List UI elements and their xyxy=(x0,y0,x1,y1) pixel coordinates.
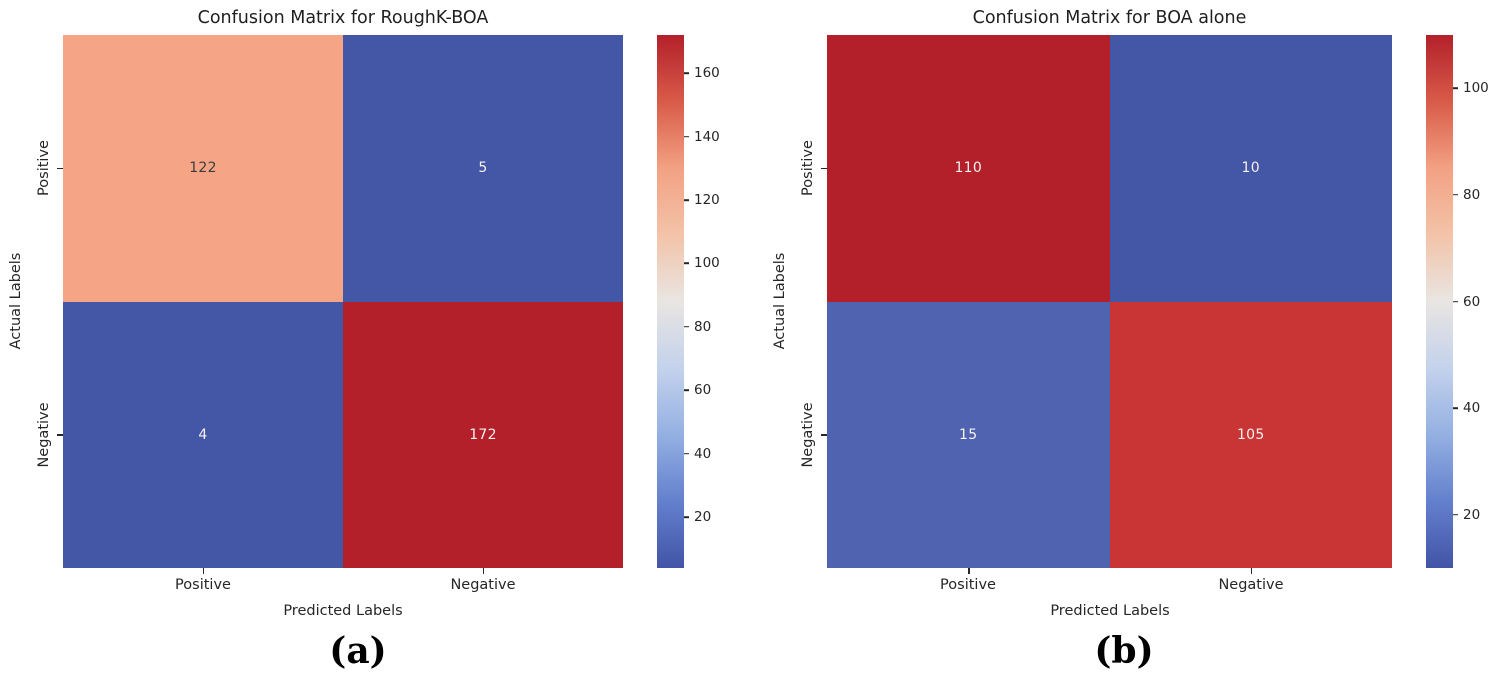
cell-value: 10 xyxy=(1241,160,1260,177)
colorbar-tick-label: 40 xyxy=(694,445,712,462)
cell-value: 172 xyxy=(469,426,497,443)
colorbar-tick-mark xyxy=(1453,87,1458,90)
x-axis-label: Predicted Labels xyxy=(1050,603,1170,619)
cell-value: 105 xyxy=(1236,426,1265,443)
x-ticklabel-negative: Negative xyxy=(450,577,516,593)
colorbar-tick-label: 120 xyxy=(694,191,720,208)
heatmap-right: 110 10 15 105 xyxy=(827,35,1392,568)
colorbar-tick-mark xyxy=(684,516,689,519)
subfigure-caption-a: (a) xyxy=(329,630,387,672)
cell-false-positive: 15 xyxy=(827,301,1110,568)
tick-mark xyxy=(821,167,827,169)
x-ticklabel-positive: Positive xyxy=(175,577,231,593)
x-ticklabel-positive: Positive xyxy=(940,577,996,593)
subfigure-caption-b: (b) xyxy=(1094,630,1154,672)
colorbar-tick-label: 100 xyxy=(694,255,720,272)
tick-mark xyxy=(57,434,63,436)
cell-value: 15 xyxy=(959,426,978,443)
cell-true-negative: 105 xyxy=(1109,301,1392,568)
colorbar-tick-mark xyxy=(684,452,689,455)
colorbar-tick-mark xyxy=(1453,513,1458,516)
cell-true-positive: 122 xyxy=(63,35,343,302)
colorbar-tick-mark xyxy=(684,72,689,74)
tick-mark xyxy=(968,568,970,574)
colorbar-tick-mark xyxy=(1453,300,1458,303)
tick-mark xyxy=(57,167,63,169)
colorbar-tick-label: 80 xyxy=(1463,186,1481,203)
colorbar-left: 20 40 60 80 100 120 140 160 xyxy=(657,35,720,568)
heatmap-left: 122 5 4 172 xyxy=(63,35,623,568)
chart-title-left: Confusion Matrix for RoughK-BOA xyxy=(197,8,489,28)
cell-value: 110 xyxy=(954,160,983,177)
colorbar-right: 20 40 60 80 100 xyxy=(1426,35,1489,568)
cell-value: 122 xyxy=(189,160,217,177)
colorbar-gradient xyxy=(657,35,684,568)
colorbar-tick-mark xyxy=(1453,194,1458,196)
chart-title-right: Confusion Matrix for BOA alone xyxy=(972,8,1247,28)
cell-false-negative: 5 xyxy=(343,35,623,302)
colorbar-tick-label: 80 xyxy=(694,318,712,335)
cell-value: 4 xyxy=(198,426,208,443)
y-axis-label: Actual Labels xyxy=(8,252,24,350)
colorbar-tick-label: 40 xyxy=(1463,400,1481,417)
y-ticklabel-negative: Negative xyxy=(36,402,52,468)
colorbar-tick-mark xyxy=(684,199,689,201)
x-ticklabel-negative: Negative xyxy=(1218,577,1284,593)
cell-true-positive: 110 xyxy=(827,35,1110,302)
colorbar-tick-label: 160 xyxy=(694,65,720,82)
x-axis-label: Predicted Labels xyxy=(283,603,403,619)
y-ticklabel-positive: Positive xyxy=(36,140,52,196)
cell-value: 5 xyxy=(478,160,488,177)
tick-mark xyxy=(821,434,827,436)
colorbar-tick-label: 100 xyxy=(1463,80,1489,97)
colorbar-gradient xyxy=(1426,35,1453,568)
colorbar-tick-mark xyxy=(684,262,689,265)
tick-mark xyxy=(1250,568,1252,574)
colorbar-tick-label: 20 xyxy=(694,509,712,526)
cell-false-positive: 4 xyxy=(63,301,343,568)
colorbar-tick-mark xyxy=(684,135,689,138)
y-ticklabel-positive: Positive xyxy=(800,140,816,196)
colorbar-tick-label: 60 xyxy=(1463,293,1481,310)
y-axis-label: Actual Labels xyxy=(772,252,788,350)
colorbar-tick-mark xyxy=(684,326,689,328)
tick-mark xyxy=(482,568,484,574)
tick-mark xyxy=(202,568,204,574)
colorbar-tick-label: 60 xyxy=(694,382,712,399)
colorbar-tick-mark xyxy=(1453,407,1458,409)
colorbar-tick-label: 140 xyxy=(694,128,720,145)
cell-false-negative: 10 xyxy=(1109,35,1392,302)
cell-true-negative: 172 xyxy=(343,301,623,568)
colorbar-tick-label: 20 xyxy=(1463,506,1481,523)
y-ticklabel-negative: Negative xyxy=(800,402,816,468)
colorbar-tick-mark xyxy=(684,389,689,392)
